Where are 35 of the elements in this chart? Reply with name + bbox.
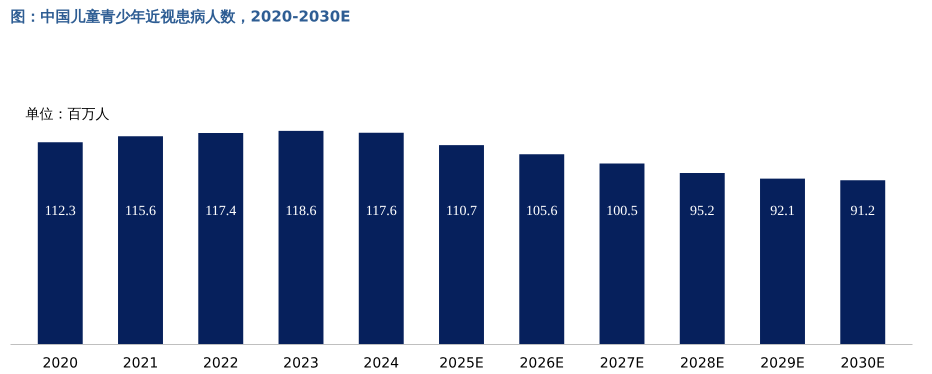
data-label: 112.3 [44, 204, 76, 219]
x-tick-label: 2025E [439, 356, 484, 372]
x-tick-label: 2020 [42, 356, 78, 372]
x-tick-label: 2030E [840, 356, 885, 372]
text: 单位：百万人 [26, 106, 110, 122]
x-tick-label: 2029E [760, 356, 805, 372]
data-label: 115.6 [125, 204, 156, 219]
bar [358, 132, 404, 344]
data-label: 117.4 [205, 204, 236, 219]
x-tick-label: 2028E [680, 356, 724, 372]
bar [439, 145, 484, 344]
data-label: 117.6 [366, 204, 397, 219]
bar [198, 133, 244, 344]
bar [278, 130, 324, 344]
data-label: 100.5 [606, 204, 638, 219]
x-tick-label: 2022 [202, 356, 239, 372]
x-tick-label: 2023 [283, 356, 319, 372]
bar [840, 180, 886, 344]
bar [680, 173, 725, 344]
x-tick-label: 2024 [363, 356, 400, 372]
x-tick-label: 2021 [122, 356, 158, 372]
data-label: 95.2 [690, 204, 714, 219]
data-label: 110.7 [446, 204, 477, 219]
data-label: 118.6 [286, 204, 316, 219]
data-label: 91.2 [850, 204, 875, 219]
chart-title: 图：中国儿童青少年近视患病人数，2020-2030E [10, 8, 350, 26]
bar [118, 136, 163, 344]
x-tick-label: 2027E [600, 356, 644, 372]
bar [519, 154, 564, 344]
bar [38, 142, 83, 344]
data-label: 105.6 [526, 204, 558, 219]
data-label: 92.1 [770, 204, 795, 219]
bar [600, 163, 644, 344]
x-tick-label: 2026E [520, 356, 564, 372]
bar [760, 178, 805, 344]
